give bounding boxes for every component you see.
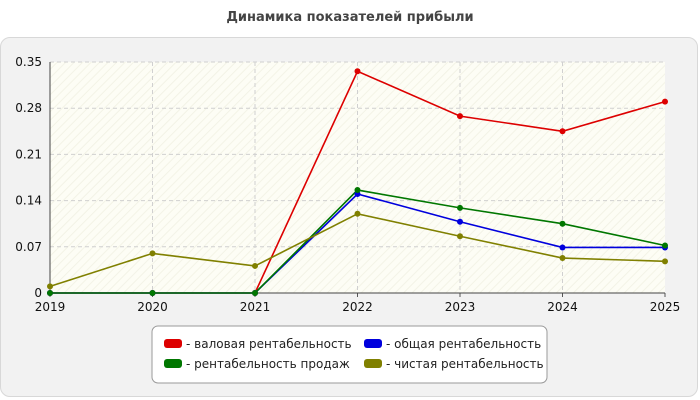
data-point: [457, 113, 463, 120]
data-point: [252, 290, 258, 296]
data-point: [149, 250, 156, 257]
x-tick-label: 2025: [650, 300, 681, 314]
data-point: [457, 218, 463, 225]
data-point: [559, 220, 566, 227]
legend-label-3: - рентабельность продаж: [186, 357, 350, 371]
data-point: [149, 290, 156, 296]
legend-swatch-3: [164, 359, 182, 368]
data-point: [559, 128, 566, 135]
y-tick-label: 0.35: [15, 55, 42, 69]
x-tick-label: 2024: [547, 300, 578, 314]
data-point: [662, 242, 668, 249]
legend-label-4: - чистая рентабельность: [386, 357, 544, 371]
data-point: [252, 262, 258, 269]
data-point: [457, 233, 463, 240]
legend-box: [151, 325, 548, 384]
data-point: [47, 290, 53, 296]
data-point: [457, 204, 463, 211]
data-point: [559, 255, 566, 262]
data-point: [662, 98, 668, 105]
x-tick-label: 2020: [137, 300, 168, 314]
data-point: [559, 244, 566, 251]
y-tick-label: 0: [34, 286, 42, 300]
chart-title: Динамика показателей прибыли: [226, 10, 474, 25]
x-tick-label: 2021: [240, 300, 271, 314]
x-tick-label: 2023: [445, 300, 476, 314]
data-point: [662, 258, 668, 265]
legend-label-2: - общая рентабельность: [386, 337, 541, 351]
legend-swatch-1: [164, 339, 182, 348]
legend-swatch-2: [364, 339, 382, 348]
data-point: [354, 187, 361, 194]
y-tick-label: 0.21: [15, 147, 42, 161]
y-tick-label: 0.07: [15, 240, 42, 254]
y-tick-label: 0.14: [15, 194, 42, 208]
x-tick-label: 2019: [35, 300, 66, 314]
data-point: [354, 68, 361, 75]
y-tick-label: 0.28: [15, 101, 42, 115]
legend-label-1: - валовая рентабельность: [186, 337, 352, 351]
x-tick-label: 2022: [342, 300, 373, 314]
data-point: [354, 210, 361, 217]
data-point: [47, 283, 53, 290]
legend-swatch-4: [364, 359, 382, 368]
